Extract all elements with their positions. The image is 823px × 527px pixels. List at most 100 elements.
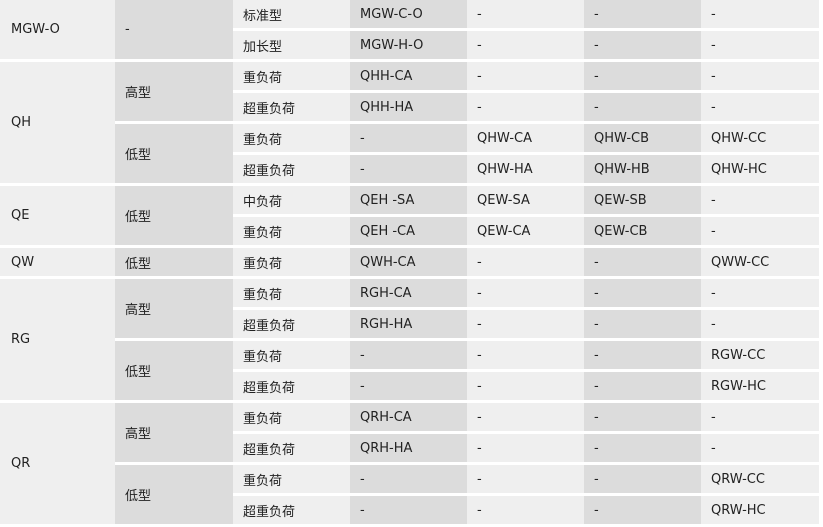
model-cell: QHW-CB bbox=[584, 122, 701, 155]
table-row: 超重负荷 - - - RGW-HC bbox=[0, 370, 819, 403]
series-cell: QR bbox=[0, 401, 115, 527]
model-cell: - bbox=[701, 277, 819, 310]
type-cell: 低型 bbox=[115, 339, 233, 403]
type-cell: 低型 bbox=[115, 246, 233, 279]
table-row: 低型 重负荷 - - - RGW-CC bbox=[0, 339, 819, 403]
model-cell: - bbox=[701, 60, 819, 93]
model-cell: MGW-C-O bbox=[350, 0, 467, 31]
type-cell: - bbox=[115, 0, 233, 62]
model-cell: - bbox=[584, 0, 701, 31]
model-cell: - bbox=[467, 339, 584, 372]
model-cell: QEW-SA bbox=[467, 184, 584, 217]
model-cell: - bbox=[584, 29, 701, 62]
load-cell: 重负荷 bbox=[233, 60, 350, 93]
model-cell: - bbox=[467, 0, 584, 31]
model-cell: - bbox=[350, 153, 467, 186]
table-row: QR 高型 重负荷 QRH-CA - - - bbox=[0, 401, 819, 527]
model-cell: QEH -CA bbox=[350, 215, 467, 248]
model-cell: - bbox=[701, 0, 819, 31]
model-cell: QEW-SB bbox=[584, 184, 701, 217]
load-cell: 超重负荷 bbox=[233, 91, 350, 124]
type-cell: 低型 bbox=[115, 463, 233, 527]
series-cell: MGW-O bbox=[0, 0, 115, 62]
model-cell: - bbox=[467, 401, 584, 434]
model-cell: - bbox=[701, 91, 819, 124]
model-cell: QHW-HC bbox=[701, 153, 819, 186]
model-cell: - bbox=[584, 246, 701, 279]
model-cell: - bbox=[350, 339, 467, 372]
load-cell: 标准型 bbox=[233, 0, 350, 31]
model-cell: MGW-H-O bbox=[350, 29, 467, 62]
table-row: 超重负荷 - - - QRW-HC bbox=[0, 494, 819, 527]
model-cell: RGH-HA bbox=[350, 308, 467, 341]
model-cell: - bbox=[584, 432, 701, 465]
model-cell: - bbox=[584, 401, 701, 434]
series-cell: QH bbox=[0, 60, 115, 186]
model-cell: - bbox=[584, 370, 701, 403]
model-cell: QEH -SA bbox=[350, 184, 467, 217]
model-cell: QWH-CA bbox=[350, 246, 467, 279]
model-cell: QEW-CB bbox=[584, 215, 701, 248]
table-row: 超重负荷 RGH-HA - - - bbox=[0, 308, 819, 341]
model-cell: - bbox=[350, 370, 467, 403]
table-row: 超重负荷 QRH-HA - - - bbox=[0, 432, 819, 465]
model-cell: - bbox=[467, 432, 584, 465]
table-row: 低型 重负荷 - QHW-CA QHW-CB QHW-CC bbox=[0, 122, 819, 186]
load-cell: 超重负荷 bbox=[233, 494, 350, 527]
model-cell: QHW-HA bbox=[467, 153, 584, 186]
type-cell: 高型 bbox=[115, 277, 233, 341]
series-cell: QW bbox=[0, 246, 115, 279]
table-row: QE 低型 中负荷 QEH -SA QEW-SA QEW-SB - bbox=[0, 184, 819, 248]
model-cell: - bbox=[584, 463, 701, 496]
model-cell: - bbox=[701, 308, 819, 341]
model-cell: - bbox=[701, 401, 819, 434]
model-cell: RGH-CA bbox=[350, 277, 467, 310]
model-cell: - bbox=[584, 60, 701, 93]
model-cell: QHW-CA bbox=[467, 122, 584, 155]
table-row: 超重负荷 - QHW-HA QHW-HB QHW-HC bbox=[0, 153, 819, 186]
model-cell: QHW-HB bbox=[584, 153, 701, 186]
model-cell: - bbox=[701, 215, 819, 248]
model-cell: - bbox=[584, 339, 701, 372]
model-cell: - bbox=[467, 370, 584, 403]
model-cell: QEW-CA bbox=[467, 215, 584, 248]
model-cell: - bbox=[350, 463, 467, 496]
model-cell: - bbox=[350, 494, 467, 527]
load-cell: 重负荷 bbox=[233, 401, 350, 434]
model-cell: - bbox=[584, 277, 701, 310]
model-cell: RGW-CC bbox=[701, 339, 819, 372]
model-cell: - bbox=[467, 494, 584, 527]
model-cell: - bbox=[584, 308, 701, 341]
table-row: QH 高型 重负荷 QHH-CA - - - bbox=[0, 60, 819, 186]
type-cell: 低型 bbox=[115, 184, 233, 248]
load-cell: 重负荷 bbox=[233, 339, 350, 372]
load-cell: 重负荷 bbox=[233, 215, 350, 248]
load-cell: 重负荷 bbox=[233, 277, 350, 310]
model-cell: QRH-HA bbox=[350, 432, 467, 465]
model-cell: QRH-CA bbox=[350, 401, 467, 434]
type-cell: 高型 bbox=[115, 60, 233, 124]
model-cell: - bbox=[467, 29, 584, 62]
table-row: MGW-O - 标准型 MGW-C-O - - - bbox=[0, 0, 819, 62]
model-cell: QRW-HC bbox=[701, 494, 819, 527]
model-cell: RGW-HC bbox=[701, 370, 819, 403]
load-cell: 中负荷 bbox=[233, 184, 350, 217]
load-cell: 超重负荷 bbox=[233, 308, 350, 341]
series-cell: QE bbox=[0, 184, 115, 248]
model-cell: - bbox=[701, 432, 819, 465]
model-cell: - bbox=[701, 184, 819, 217]
load-cell: 加长型 bbox=[233, 29, 350, 62]
model-cell: - bbox=[467, 463, 584, 496]
model-cell: - bbox=[467, 60, 584, 93]
table-row: 重负荷 QEH -CA QEW-CA QEW-CB - bbox=[0, 215, 819, 248]
load-cell: 超重负荷 bbox=[233, 370, 350, 403]
load-cell: 超重负荷 bbox=[233, 153, 350, 186]
type-cell: 低型 bbox=[115, 122, 233, 186]
table-row: 超重负荷 QHH-HA - - - bbox=[0, 91, 819, 124]
model-cell: - bbox=[467, 277, 584, 310]
table-row: QW 低型 重负荷 QWH-CA - - QWW-CC bbox=[0, 246, 819, 279]
type-cell: 高型 bbox=[115, 401, 233, 465]
model-cell: QHH-CA bbox=[350, 60, 467, 93]
model-cell: - bbox=[467, 91, 584, 124]
